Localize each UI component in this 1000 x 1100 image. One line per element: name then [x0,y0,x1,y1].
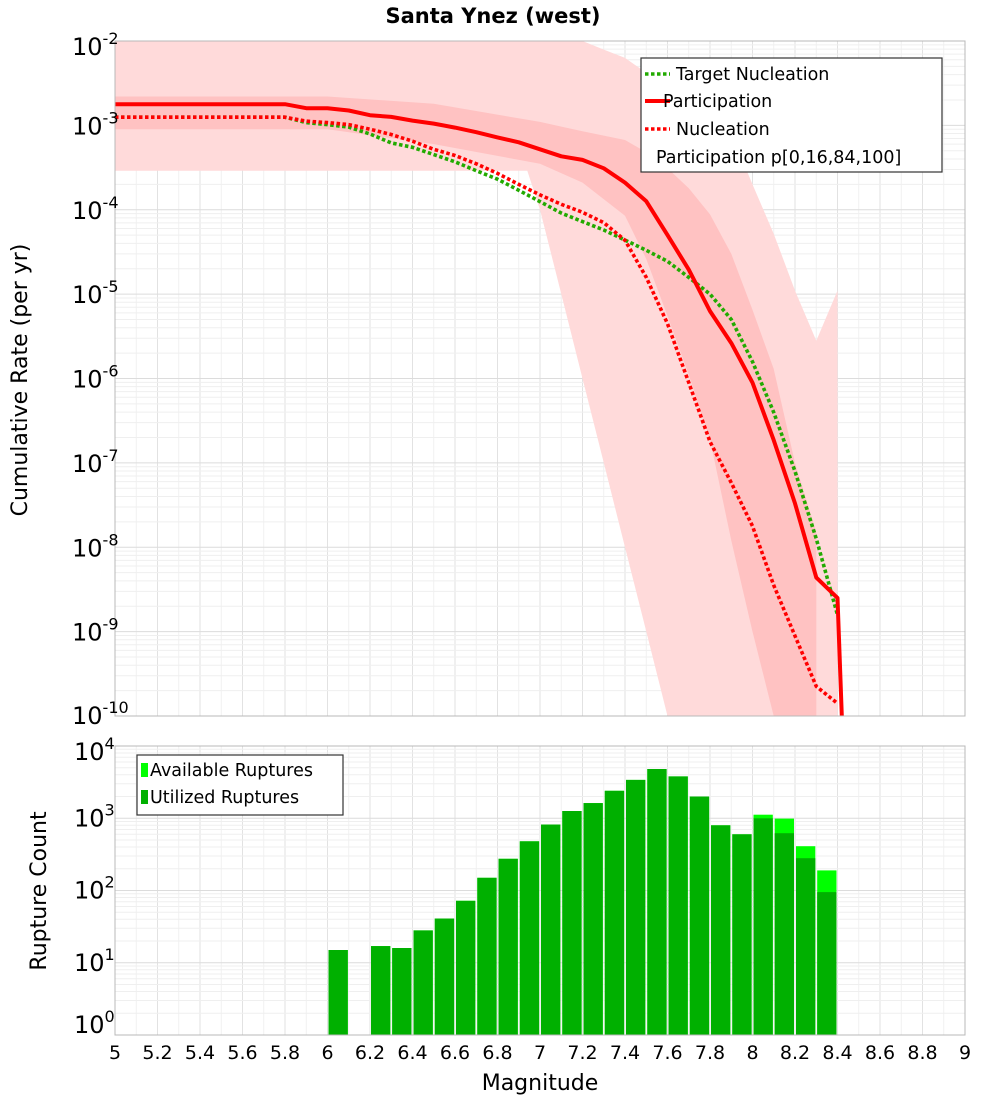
rupture-legend: Available Ruptures Utilized Ruptures [136,754,344,816]
magnitude-x-tick-label: 7 [534,1042,546,1064]
magnitude-x-tick-label: 8.8 [907,1042,937,1064]
rupture-legend-box [136,754,344,816]
utilized-rupture-bar [498,858,518,1035]
rate-y-tick-label: 10-2 [72,29,119,61]
legend-label: Nucleation [676,120,770,140]
legend-swatch [141,790,148,804]
rupture-y-axis-label: Rupture Count [27,811,52,971]
rate-legend: Target Nucleation Participation Nucleation… [640,57,943,173]
x-axis-label: Magnitude [482,1071,599,1096]
utilized-rupture-bar [626,779,646,1035]
magnitude-x-tick-label: 7.8 [695,1042,725,1064]
magnitude-x-tick-label: 5.8 [270,1042,300,1064]
series-line-target-nucleation [115,115,840,616]
utilized-rupture-bar [328,950,348,1035]
utilized-rupture-bar [689,796,710,1035]
rupture-y-tick-label: 101 [74,945,115,977]
legend-swatch [141,763,148,777]
rate-plot-frame [114,40,966,717]
utilized-rupture-bar [647,769,667,1035]
rupture-y-ticks: 104 103 102 101 100 [74,734,115,1039]
magnitude-x-tick-label: 8.4 [822,1042,852,1064]
rate-lines [115,102,844,717]
rate-y-tick-label: 10-5 [72,277,119,309]
rate-y-axis-label: Cumulative Rate (per yr) [8,244,33,517]
legend-label: Utilized Ruptures [150,788,299,808]
magnitude-x-tick-label: 7.6 [652,1042,682,1064]
series-line-nucleation [115,115,839,705]
participation-bands [115,41,838,716]
magnitude-x-tick-label: 9 [959,1042,971,1064]
rate-y-tick-label: 10-7 [72,446,119,478]
rupture-panel: 104 103 102 101 100 5 5.2 5.4 5.6 5.8 6 6.2 6.4 6.6 6… [27,734,971,1096]
rupture-y-tick-label: 102 [74,873,115,905]
magnitude-x-tick-label: 8.2 [780,1042,810,1064]
rupture-plot-frame [114,745,966,1036]
utilized-rupture-bar [668,776,688,1035]
magnitude-x-tick-label: 6.4 [397,1042,427,1064]
series-line-participation [115,102,844,717]
rupture-y-tick-label: 100 [74,1007,115,1039]
utilized-rupture-bar [413,930,433,1035]
rate-panel: 10-2 10-3 10-4 10-5 10-6 10-7 10-8 10-9 10-10 Cu… [8,29,966,730]
magnitude-x-tick-label: 6.6 [440,1042,470,1064]
magnitude-x-tick-label: 8.6 [865,1042,895,1064]
magnitude-x-tick-label: 5.6 [227,1042,257,1064]
rupture-y-tick-label: 103 [74,800,115,832]
legend-label: Target Nucleation [675,65,829,85]
magnitude-x-tick-label: 8 [746,1042,758,1064]
rate-y-tick-label: 10-4 [72,193,119,225]
magnitude-x-ticks: 5 5.2 5.4 5.6 5.8 6 6.2 6.4 6.6 6.8 7 7.2 7.4 7.6 7.8 8… [109,1042,971,1064]
magnitude-x-tick-label: 7.2 [567,1042,597,1064]
utilized-rupture-bar [434,918,455,1035]
utilized-rupture-bar [817,892,837,1035]
utilized-rupture-bar [371,946,391,1035]
rupture-y-tick-label: 104 [74,734,115,766]
rate-y-tick-label: 10-10 [72,698,129,730]
utilized-rupture-bar [477,877,497,1035]
rate-y-ticks: 10-2 10-3 10-4 10-5 10-6 10-7 10-8 10-9 10-10 [72,29,129,730]
utilized-rupture-bar [562,811,582,1035]
legend-label: Participation [663,92,772,112]
rate-y-tick-label: 10-6 [72,362,119,394]
magnitude-x-tick-label: 6.2 [355,1042,385,1064]
utilized-rupture-bar [774,833,794,1035]
utilized-rupture-bar [392,948,412,1035]
rate-y-tick-label: 10-3 [72,108,119,140]
utilized-rupture-bar [732,834,752,1035]
chart-title: Santa Ynez (west) [385,4,600,28]
utilized-rupture-bar [753,818,773,1036]
magnitude-x-tick-label: 6.8 [482,1042,512,1064]
rate-y-tick-label: 10-9 [72,615,119,647]
magnitude-x-tick-label: 7.4 [610,1042,640,1064]
legend-label: Available Ruptures [150,761,313,781]
magnitude-x-tick-label: 6 [321,1042,333,1064]
utilized-rupture-bar [604,790,625,1035]
utilized-rupture-bar [519,841,540,1035]
utilized-rupture-bar [456,900,476,1035]
magnitude-x-tick-label: 5.2 [142,1042,172,1064]
magnitude-x-tick-label: 5 [109,1042,121,1064]
magnitude-x-tick-label: 5.4 [185,1042,215,1064]
rate-y-tick-label: 10-8 [72,530,119,562]
utilized-rupture-bar [711,825,731,1035]
utilized-rupture-bar [796,858,816,1035]
rate-legend-box [640,57,943,173]
rupture-bars [328,769,837,1036]
legend-label: Participation p[0,16,84,100] [656,148,901,168]
utilized-rupture-bar [583,803,603,1035]
utilized-rupture-bar [541,824,561,1035]
